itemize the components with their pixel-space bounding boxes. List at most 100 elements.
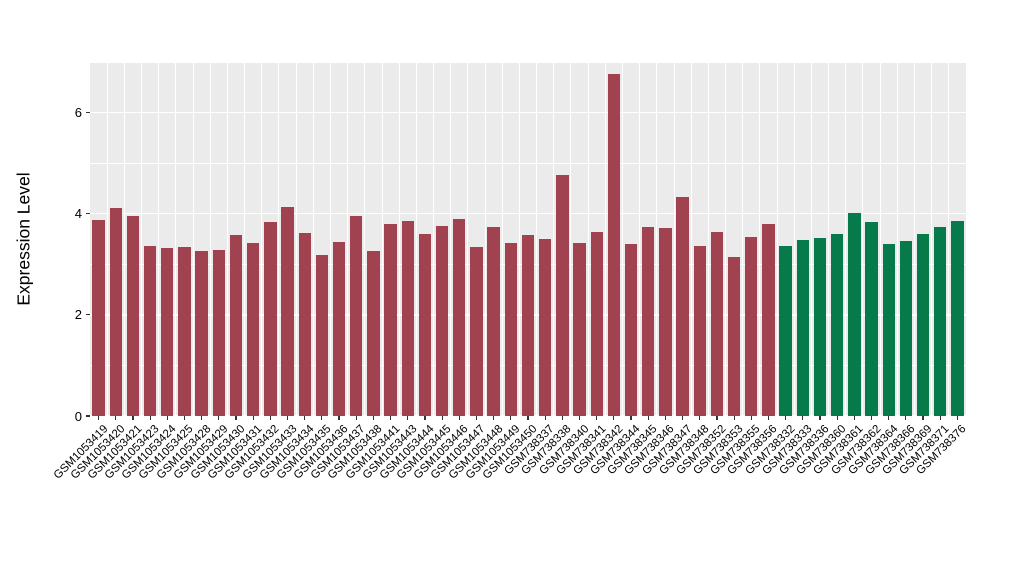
gridline-vertical xyxy=(226,62,228,416)
y-axis-title-text: Expression Level xyxy=(13,172,34,306)
y-tick-mark xyxy=(86,314,90,316)
bar-GSM738352 xyxy=(710,231,724,416)
gridline-vertical xyxy=(501,62,503,416)
gridline-vertical xyxy=(536,62,538,416)
gridline-vertical xyxy=(398,62,400,416)
bar-GSM738347 xyxy=(676,196,689,416)
gridline-vertical xyxy=(587,62,589,416)
x-tick-mark xyxy=(956,416,958,420)
bar-GSM738336 xyxy=(813,238,827,416)
bar-GSM1053449 xyxy=(504,242,517,416)
bar-GSM738340 xyxy=(573,242,586,416)
bar-GSM738364 xyxy=(882,243,895,416)
gridline-vertical xyxy=(673,62,675,416)
y-tick-label: 6 xyxy=(74,105,82,121)
gridline-vertical xyxy=(295,62,297,416)
bar-GSM1053444 xyxy=(418,233,432,416)
bar-GSM1053434 xyxy=(298,233,311,416)
x-tick-mark xyxy=(853,416,855,420)
x-tick-mark xyxy=(819,416,821,420)
gridline-vertical xyxy=(793,62,795,416)
bar-GSM738376 xyxy=(951,221,964,416)
gridline-vertical xyxy=(759,62,761,416)
x-tick-mark xyxy=(596,416,598,420)
x-tick-mark xyxy=(630,416,632,420)
gridline-vertical xyxy=(106,62,108,416)
bar-GSM1053448 xyxy=(487,227,500,416)
gridline-vertical xyxy=(123,62,125,416)
x-tick-mark xyxy=(286,416,289,420)
gridline-vertical xyxy=(879,62,881,416)
bar-GSM1053446 xyxy=(453,219,466,416)
bar-GSM1053428 xyxy=(195,250,208,416)
x-tick-mark xyxy=(252,416,254,420)
gridline-vertical xyxy=(330,62,331,416)
y-tick-mark xyxy=(86,415,90,417)
x-tick-mark xyxy=(733,416,735,420)
gridline-vertical xyxy=(484,62,486,416)
bar-GSM1053420 xyxy=(109,207,122,416)
bar-GSM1053430 xyxy=(229,234,243,416)
gridline-vertical xyxy=(278,62,280,416)
gridline-vertical xyxy=(450,62,452,416)
x-tick-mark xyxy=(372,416,374,420)
gridline-vertical xyxy=(244,62,246,416)
bar-GSM738344 xyxy=(624,243,638,416)
x-tick-mark xyxy=(149,416,151,420)
gridline-vertical xyxy=(896,62,898,416)
bar-GSM738366 xyxy=(899,241,913,416)
gridline-vertical xyxy=(158,62,160,416)
bar-GSM1053447 xyxy=(470,246,483,416)
gridline-minor xyxy=(90,162,966,164)
x-tick-mark xyxy=(527,416,529,420)
bar-GSM738348 xyxy=(693,245,706,416)
x-tick-mark xyxy=(338,416,340,420)
gridline-vertical xyxy=(141,62,142,416)
y-tick-label: 4 xyxy=(74,206,82,222)
bar-GSM738356 xyxy=(762,223,775,416)
gridline-vertical xyxy=(622,62,623,416)
x-tick-mark xyxy=(681,416,684,420)
bar-GSM1053432 xyxy=(264,221,277,416)
gridline-vertical xyxy=(347,62,349,416)
x-tick-mark xyxy=(235,416,237,420)
gridline-major xyxy=(90,111,966,114)
gridline-vertical xyxy=(553,62,555,416)
gridline-vertical xyxy=(467,62,469,416)
x-tick-mark xyxy=(510,416,512,420)
bar-GSM738338 xyxy=(556,175,569,416)
gridline-major xyxy=(90,213,966,215)
x-tick-mark xyxy=(304,416,306,420)
x-tick-mark xyxy=(389,416,392,420)
plot-panel xyxy=(90,62,966,416)
x-tick-mark xyxy=(132,416,134,420)
x-tick-mark xyxy=(939,416,941,420)
gridline-vertical xyxy=(175,62,177,416)
bar-GSM1053431 xyxy=(246,242,260,416)
gridline-vertical xyxy=(828,62,830,416)
x-tick-mark xyxy=(166,416,168,420)
gridline-vertical xyxy=(707,62,709,416)
gridline-vertical xyxy=(604,62,606,416)
x-tick-mark xyxy=(269,416,271,420)
bar-GSM1053423 xyxy=(143,245,157,416)
bar-GSM738371 xyxy=(934,227,947,416)
gridline-vertical xyxy=(209,62,211,416)
gridline-vertical xyxy=(931,62,933,416)
bar-GSM1053433 xyxy=(281,206,294,416)
gridline-vertical xyxy=(433,62,434,416)
gridline-vertical xyxy=(518,62,520,416)
bar-GSM1053441 xyxy=(384,223,397,416)
bar-GSM1053445 xyxy=(435,226,449,416)
gridline-vertical xyxy=(862,62,864,416)
bar-GSM1053421 xyxy=(126,215,140,416)
x-tick-mark xyxy=(544,416,546,420)
bar-GSM738369 xyxy=(916,233,930,416)
x-tick-mark xyxy=(578,416,581,420)
x-tick-mark xyxy=(922,416,924,420)
x-tick-mark xyxy=(561,416,563,420)
x-tick-mark xyxy=(97,416,100,420)
bar-GSM738345 xyxy=(642,226,655,416)
bar-GSM738361 xyxy=(848,212,861,416)
